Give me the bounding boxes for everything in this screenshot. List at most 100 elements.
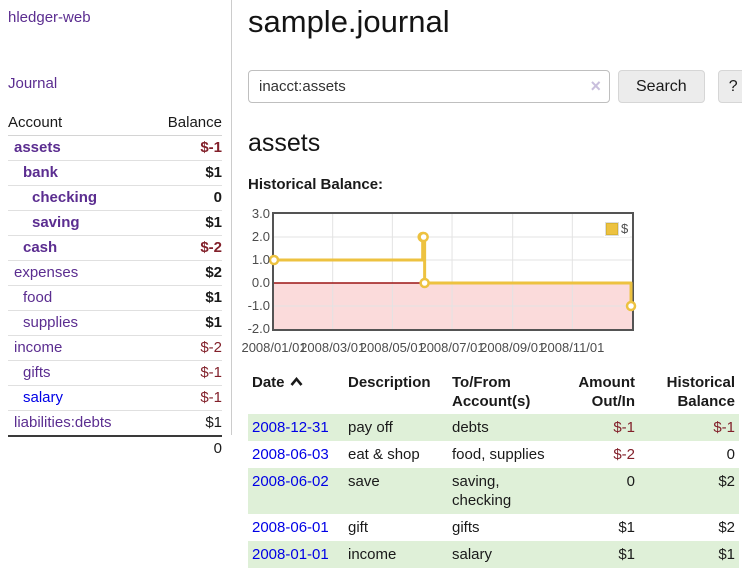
account-link-saving[interactable]: saving (32, 214, 80, 231)
transaction-row: 2008-06-03 eat & shop food, supplies $-2… (248, 441, 739, 468)
transaction-row: 2008-06-02 save saving, checking 0 $2 (248, 468, 739, 514)
balance-line-plot (268, 212, 637, 331)
sort-by-date-header[interactable]: Date (248, 370, 344, 414)
transaction-amount: $-2 (613, 446, 635, 463)
journal-link[interactable]: Journal (8, 75, 58, 92)
account-row: income $-2 (8, 335, 222, 361)
y-axis-tick-label: 1.0 (251, 252, 270, 267)
account-balance: $-2 (148, 235, 222, 261)
plot-area: $ 3.0 2.0 1.0 0.0 -1.0 -2.0 2008/01/01 2008/03/… (241, 206, 637, 355)
sidebar: hledger-web Journal Account Balance asse… (0, 0, 232, 461)
transaction-date-link[interactable]: 2008-06-03 (252, 446, 329, 463)
legend-label: $ (621, 221, 629, 236)
transaction-accounts: salary (452, 546, 493, 563)
transaction-amount: 0 (626, 473, 635, 490)
plot-border (272, 212, 634, 331)
transaction-description: gift (348, 519, 369, 536)
transaction-accounts: gifts (452, 519, 480, 536)
clear-search-icon[interactable]: × (590, 76, 601, 96)
search-input[interactable] (248, 70, 610, 103)
account-link-salary[interactable]: salary (23, 389, 64, 406)
account-link-food[interactable]: food (23, 289, 53, 306)
data-point-marker (419, 277, 430, 289)
x-axis-tick-label: 2008/01/01 (241, 340, 307, 355)
page-title: sample.journal (248, 4, 450, 39)
account-heading: assets (248, 129, 321, 157)
x-axis-tick-label: 2008/09/01 (480, 340, 546, 355)
page: hledger-web Journal Account Balance asse… (0, 0, 742, 568)
transaction-row: 2008-06-01 gift gifts $1 $2 (248, 514, 739, 541)
accounts-total-value: 0 (148, 435, 222, 461)
balance-header: Historical Balance (666, 374, 735, 410)
account-row: salary $-1 (8, 385, 222, 411)
x-axis-tick-label: 2008/11/01 (540, 340, 605, 355)
account-row: expenses $2 (8, 260, 222, 286)
account-link-supplies[interactable]: supplies (23, 314, 79, 331)
brand-link[interactable]: hledger-web (8, 9, 91, 26)
y-axis-tick-label: 3.0 (251, 206, 270, 221)
search-button[interactable]: Search (618, 70, 705, 103)
accounts-header: To/From Account(s) (452, 374, 531, 410)
historical-balance-chart: $ 3.0 2.0 1.0 0.0 -1.0 -2.0 2008/01/01 2008/03/… (241, 206, 688, 355)
transaction-date-link[interactable]: 2008-01-01 (252, 546, 329, 563)
amount-header: Amount Out/In (578, 374, 635, 410)
transaction-accounts: debts (452, 419, 489, 436)
transaction-accounts: saving, checking (452, 473, 512, 509)
transaction-balance: $-1 (713, 419, 735, 436)
transaction-date-link[interactable]: 2008-12-31 (252, 419, 329, 436)
transaction-balance: $2 (718, 473, 735, 490)
transaction-balance: 0 (726, 446, 735, 463)
transaction-balance: $1 (718, 546, 735, 563)
account-link-bank[interactable]: bank (23, 164, 59, 181)
x-axis-tick-label: 2008/05/01 (359, 340, 425, 355)
account-row: supplies $1 (8, 310, 222, 336)
sort-ascending-icon (290, 376, 303, 386)
data-point-marker (418, 231, 429, 243)
account-balance: $1 (148, 285, 222, 311)
transaction-description: eat & shop (348, 446, 420, 463)
transaction-amount: $1 (618, 519, 635, 536)
register-header-row: Date Description To/From Account(s) Amou… (248, 370, 739, 414)
account-link-assets[interactable]: assets (14, 139, 61, 156)
x-axis-tick-label: 2008/03/01 (300, 340, 366, 355)
transaction-row: 2008-01-01 income salary $1 $1 (248, 541, 739, 568)
help-button[interactable]: ? (717, 70, 742, 103)
transaction-description: pay off (348, 419, 393, 436)
account-row: checking 0 (8, 185, 222, 211)
chart-legend: $ (604, 220, 631, 237)
transaction-amount: $-1 (613, 419, 635, 436)
register-table: Date Description To/From Account(s) Amou… (248, 370, 739, 568)
account-row: bank $1 (8, 160, 222, 186)
main-content: sample.journal × Search ? assets Histori… (232, 0, 742, 568)
transaction-date-link[interactable]: 2008-06-02 (252, 473, 329, 490)
transaction-row: 2008-12-31 pay off debts $-1 $-1 (248, 414, 739, 441)
account-link-checking[interactable]: checking (32, 189, 98, 206)
chart-title: Historical Balance: (248, 176, 384, 193)
account-balance: $-1 (148, 135, 222, 161)
accounts-header-row: Account Balance (8, 111, 222, 136)
y-axis-tick-label: -2.0 (247, 321, 270, 336)
x-axis-tick-label: 2008/07/01 (419, 340, 485, 355)
account-row: saving $1 (8, 210, 222, 236)
account-balance: $1 (148, 160, 222, 186)
account-balance: $-2 (148, 335, 222, 361)
account-balance: $2 (148, 260, 222, 286)
account-link-cash[interactable]: cash (23, 239, 58, 256)
accounts-header-account: Account (8, 111, 149, 136)
accounts-total-row: 0 (8, 435, 222, 461)
account-balance: $1 (148, 310, 222, 336)
account-link-liabilities-debts[interactable]: liabilities:debts (14, 414, 112, 431)
account-balance: $1 (148, 210, 222, 236)
account-balance: $-1 (148, 385, 222, 411)
legend-swatch (605, 221, 619, 236)
account-link-gifts[interactable]: gifts (23, 364, 51, 381)
account-row: assets $-1 (8, 135, 222, 161)
account-link-expenses[interactable]: expenses (14, 264, 79, 281)
transaction-amount: $1 (618, 546, 635, 563)
account-row: gifts $-1 (8, 360, 222, 386)
account-row: liabilities:debts $1 (8, 410, 222, 437)
transaction-date-link[interactable]: 2008-06-01 (252, 519, 329, 536)
y-axis-tick-label: 2.0 (251, 229, 270, 244)
account-link-income[interactable]: income (14, 339, 63, 356)
y-axis-tick-label: -1.0 (247, 298, 270, 313)
